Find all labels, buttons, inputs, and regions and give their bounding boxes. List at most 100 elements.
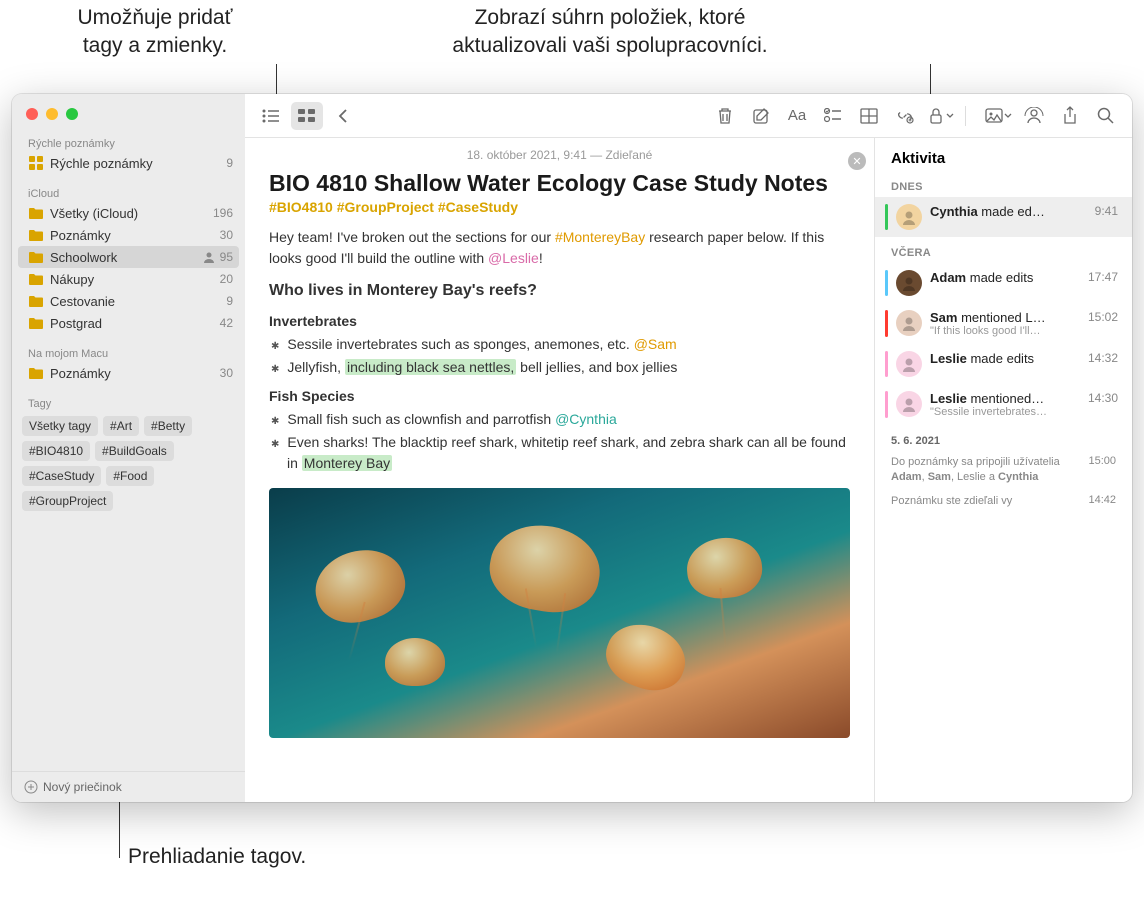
- sidebar-item-folder[interactable]: Cestovanie9: [12, 290, 245, 312]
- sidebar-item-count: 9: [226, 156, 233, 170]
- mention-sam[interactable]: @Sam: [634, 336, 677, 352]
- back-button[interactable]: [327, 102, 359, 130]
- close-activity-button[interactable]: ✕: [848, 152, 866, 170]
- tag-chip[interactable]: #CaseStudy: [22, 466, 101, 486]
- sidebar-item-folder[interactable]: Poznámky30: [12, 224, 245, 246]
- sidebar-item-label: Poznámky: [50, 228, 220, 243]
- highlight: Monterey Bay: [302, 455, 392, 471]
- callout-top-left: Umožňuje pridať tagy a zmienky.: [40, 4, 270, 61]
- activity-subtext: "If this looks good I'll…: [930, 325, 1082, 337]
- sidebar-item-label: Poznámky: [50, 366, 220, 381]
- sidebar-item-label: Nákupy: [50, 272, 220, 287]
- folder-icon: [28, 227, 44, 243]
- activity-subtext: "Sessile invertebrates…: [930, 406, 1082, 418]
- sidebar: Rýchle poznámky Rýchle poznámky 9 iCloud…: [12, 94, 245, 802]
- sidebar-item-folder[interactable]: Postgrad42: [12, 312, 245, 334]
- collaborate-button[interactable]: [1018, 102, 1050, 130]
- activity-log-entry: Poznámku ste zdieľali vy 14:42: [875, 490, 1132, 513]
- activity-bar: [885, 204, 888, 230]
- avatar: [896, 310, 922, 336]
- activity-time: 14:32: [1088, 351, 1118, 365]
- folder-icon: [28, 293, 44, 309]
- tag-chip[interactable]: #Food: [106, 466, 154, 486]
- note-attachment-image[interactable]: [269, 488, 850, 738]
- note-body: Hey team! I've broken out the sections f…: [269, 227, 850, 474]
- tag-chip[interactable]: #Art: [103, 416, 139, 436]
- hashtag[interactable]: #MontereyBay: [555, 229, 645, 245]
- close-window-button[interactable]: [26, 108, 38, 120]
- tags-list: Všetky tagy#Art#Betty #BIO4810#BuildGoals…: [12, 412, 245, 515]
- sidebar-item-label: Schoolwork: [50, 250, 202, 265]
- activity-item[interactable]: Leslie made edits14:32: [875, 344, 1132, 384]
- activity-item[interactable]: Adam made edits 17:47: [875, 263, 1132, 303]
- activity-date: 5. 6. 2021: [875, 425, 1132, 451]
- search-button[interactable]: [1090, 102, 1122, 130]
- activity-text: Adam made edits: [930, 270, 1082, 285]
- sidebar-section-onmymac: Na mojom Macu: [12, 342, 245, 362]
- activity-item[interactable]: Sam mentioned L…"If this looks good I'll…: [875, 303, 1132, 344]
- activity-log-entry: Do poznámky sa pripojili užívatelia Adam…: [875, 451, 1132, 490]
- gallery-view-button[interactable]: [291, 102, 323, 130]
- avatar: [896, 391, 922, 417]
- main-area: Aa 18. október 2021, 9:41 — Zdieľané BIO…: [245, 94, 1132, 802]
- sidebar-item-label: Rýchle poznámky: [50, 156, 226, 171]
- folder-icon: [28, 205, 44, 221]
- new-note-button[interactable]: [745, 102, 777, 130]
- sidebar-item-count: 196: [213, 206, 233, 220]
- sidebar-item-count: 20: [220, 272, 233, 286]
- sidebar-item-folder[interactable]: Všetky (iCloud)196: [12, 202, 245, 224]
- sidebar-item-folder[interactable]: Nákupy20: [12, 268, 245, 290]
- note-heading: Who lives in Monterey Bay's reefs?: [269, 279, 850, 303]
- sidebar-item-count: 42: [220, 316, 233, 330]
- tag-chip[interactable]: #BuildGoals: [95, 441, 174, 461]
- sidebar-item-quicknotes[interactable]: Rýchle poznámky 9: [12, 152, 245, 174]
- activity-text: Cynthia made ed…: [930, 204, 1089, 219]
- link-button[interactable]: [889, 102, 921, 130]
- delete-button[interactable]: [709, 102, 741, 130]
- callout-bottom: Prehliadanie tagov.: [128, 843, 368, 871]
- list-view-button[interactable]: [255, 102, 287, 130]
- sidebar-item-onmymac-notes[interactable]: Poznámky 30: [12, 362, 245, 384]
- sidebar-section-tags: Tagy: [12, 392, 245, 412]
- window-controls: [12, 94, 245, 132]
- tag-chip[interactable]: Všetky tagy: [22, 416, 98, 436]
- new-folder-button[interactable]: Nový priečinok: [12, 771, 245, 802]
- minimize-window-button[interactable]: [46, 108, 58, 120]
- share-button[interactable]: [1054, 102, 1086, 130]
- sidebar-item-count: 30: [220, 366, 233, 380]
- tag-chip[interactable]: #BIO4810: [22, 441, 90, 461]
- format-button[interactable]: Aa: [781, 102, 813, 130]
- zoom-window-button[interactable]: [66, 108, 78, 120]
- table-button[interactable]: [853, 102, 885, 130]
- tag-chip[interactable]: #GroupProject: [22, 491, 113, 511]
- sidebar-item-count: 95: [220, 250, 233, 264]
- mention-leslie[interactable]: @Leslie: [488, 250, 539, 266]
- note-meta: 18. október 2021, 9:41 — Zdieľané: [269, 148, 850, 162]
- activity-item[interactable]: Leslie mentioned…"Sessile invertebrates……: [875, 384, 1132, 425]
- lock-button[interactable]: [925, 102, 957, 130]
- folder-icon: [28, 271, 44, 287]
- activity-text: Leslie mentioned…: [930, 391, 1082, 406]
- activity-item[interactable]: Cynthia made ed…9:41: [875, 197, 1132, 237]
- notes-window: Rýchle poznámky Rýchle poznámky 9 iCloud…: [12, 94, 1132, 802]
- media-button[interactable]: [982, 102, 1014, 130]
- activity-text: Sam mentioned L…: [930, 310, 1082, 325]
- activity-time: 14:30: [1088, 391, 1118, 405]
- tag-chip[interactable]: #Betty: [144, 416, 192, 436]
- activity-bar: [885, 351, 888, 377]
- sidebar-item-folder[interactable]: Schoolwork 95: [18, 246, 239, 268]
- sidebar-item-label: Postgrad: [50, 316, 220, 331]
- note-tags: #BIO4810 #GroupProject #CaseStudy: [269, 199, 850, 215]
- activity-group-today: DNES: [875, 177, 1132, 197]
- folder-icon: [28, 365, 44, 381]
- note-content[interactable]: 18. október 2021, 9:41 — Zdieľané BIO 48…: [245, 138, 874, 802]
- mention-cynthia[interactable]: @Cynthia: [555, 411, 617, 427]
- activity-panel: Aktivita DNES Cynthia made ed…9:41 VČERA…: [874, 138, 1132, 802]
- activity-time: 17:47: [1088, 270, 1118, 284]
- checklist-button[interactable]: [817, 102, 849, 130]
- sidebar-item-count: 9: [226, 294, 233, 308]
- callout-line: [930, 64, 931, 94]
- sidebar-item-count: 30: [220, 228, 233, 242]
- toolbar: Aa: [245, 94, 1132, 138]
- activity-bar: [885, 270, 888, 296]
